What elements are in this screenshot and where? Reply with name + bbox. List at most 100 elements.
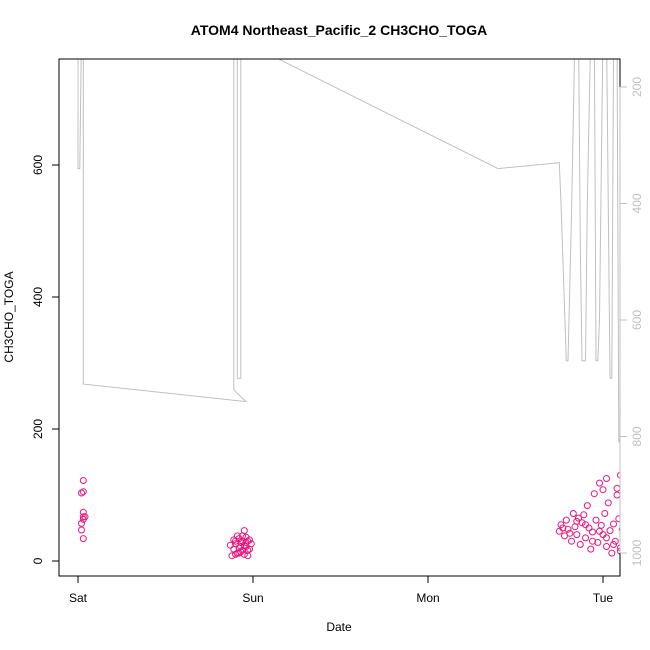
data-point xyxy=(617,547,620,555)
data-point xyxy=(608,549,616,557)
data-point xyxy=(628,478,634,484)
data-point xyxy=(610,541,617,548)
data-point xyxy=(585,524,593,532)
data-point xyxy=(628,512,634,518)
data-point xyxy=(626,499,632,505)
y2-tick-label: 600 xyxy=(630,310,644,330)
y2-tick-label: 1000 xyxy=(630,539,644,566)
data-point xyxy=(630,129,636,135)
x-tick-label: Mon xyxy=(416,591,439,605)
data-point xyxy=(575,514,582,522)
x-tick-label: Sun xyxy=(242,591,263,605)
data-point xyxy=(582,534,589,542)
x-axis: Sat Sun Mon Tue xyxy=(69,575,614,605)
data-point xyxy=(582,521,589,529)
data-point xyxy=(555,527,563,535)
data-point xyxy=(580,511,588,519)
data-point xyxy=(230,536,238,544)
y-tick-label: 400 xyxy=(31,287,45,307)
data-point xyxy=(630,261,636,267)
data-point xyxy=(633,509,639,515)
data-point xyxy=(630,172,636,178)
data-point xyxy=(244,546,252,554)
data-point xyxy=(596,527,603,535)
data-point xyxy=(566,529,574,537)
y2-tick-label: 200 xyxy=(630,77,644,97)
data-point xyxy=(601,510,609,517)
data-point xyxy=(599,531,607,539)
y-axis: 0 200 400 600 xyxy=(31,155,60,564)
data-point xyxy=(573,531,581,539)
data-point xyxy=(625,520,631,526)
data-point xyxy=(79,477,87,484)
data-point xyxy=(568,537,575,545)
data-point xyxy=(613,491,620,499)
data-point xyxy=(564,525,572,533)
data-point xyxy=(583,502,591,510)
data-point xyxy=(597,521,605,529)
data-point xyxy=(596,479,603,487)
data-point xyxy=(617,544,620,552)
y2-tick-label: 800 xyxy=(630,426,644,446)
data-point xyxy=(633,514,639,520)
data-point xyxy=(632,353,638,359)
data-point xyxy=(235,549,243,557)
data-point xyxy=(78,519,85,527)
data-point xyxy=(589,528,596,536)
x-tick-label: Sat xyxy=(69,591,88,605)
data-point xyxy=(79,508,87,516)
data-point xyxy=(606,527,614,535)
y-tick-label: 600 xyxy=(31,155,45,175)
data-point xyxy=(559,524,567,532)
data-point xyxy=(617,471,620,479)
data-point xyxy=(557,521,565,529)
x-tick-label: Tue xyxy=(593,591,614,605)
y-axis-label: CH3CHO_TOGA xyxy=(2,271,16,362)
plot-frame xyxy=(58,58,621,577)
data-point xyxy=(603,534,610,542)
plot-area xyxy=(77,59,639,560)
data-point xyxy=(610,520,617,528)
data-point xyxy=(603,543,610,550)
data-point xyxy=(562,516,570,524)
y2-tick-label: 400 xyxy=(630,193,644,213)
data-point xyxy=(628,504,634,510)
data-point xyxy=(599,486,607,494)
data-point xyxy=(79,535,87,543)
data-point xyxy=(589,537,596,545)
chart-title: ATOM4 Northeast_Pacific_2 CH3CHO_TOGA xyxy=(191,22,487,38)
data-point xyxy=(578,519,586,527)
data-point xyxy=(237,543,245,550)
x-axis-label: Date xyxy=(326,620,352,634)
data-point xyxy=(613,484,620,492)
data-point xyxy=(244,552,252,560)
data-point xyxy=(587,545,595,553)
data-point xyxy=(621,534,627,540)
data-point xyxy=(623,472,629,478)
y-tick-label: 200 xyxy=(31,419,45,439)
secondary-y-axis: 200 400 600 800 1000 xyxy=(619,77,644,566)
data-point xyxy=(242,539,250,546)
y-tick-label: 0 xyxy=(31,557,45,564)
data-point xyxy=(239,532,246,540)
data-point xyxy=(628,287,634,293)
data-point xyxy=(604,499,612,507)
data-point xyxy=(592,516,600,524)
data-point xyxy=(630,179,636,185)
data-point xyxy=(626,466,632,472)
data-point xyxy=(615,515,620,523)
data-point xyxy=(226,541,234,549)
data-point xyxy=(630,416,636,422)
pressure-line xyxy=(77,59,620,443)
data-point xyxy=(573,517,581,525)
data-point xyxy=(618,526,620,532)
data-point xyxy=(569,510,577,517)
data-point xyxy=(590,490,598,498)
data-point xyxy=(81,513,89,521)
data-point xyxy=(632,394,638,400)
data-point xyxy=(79,488,87,496)
data-point xyxy=(603,475,610,482)
data-point xyxy=(611,537,619,545)
data-point xyxy=(623,549,629,555)
